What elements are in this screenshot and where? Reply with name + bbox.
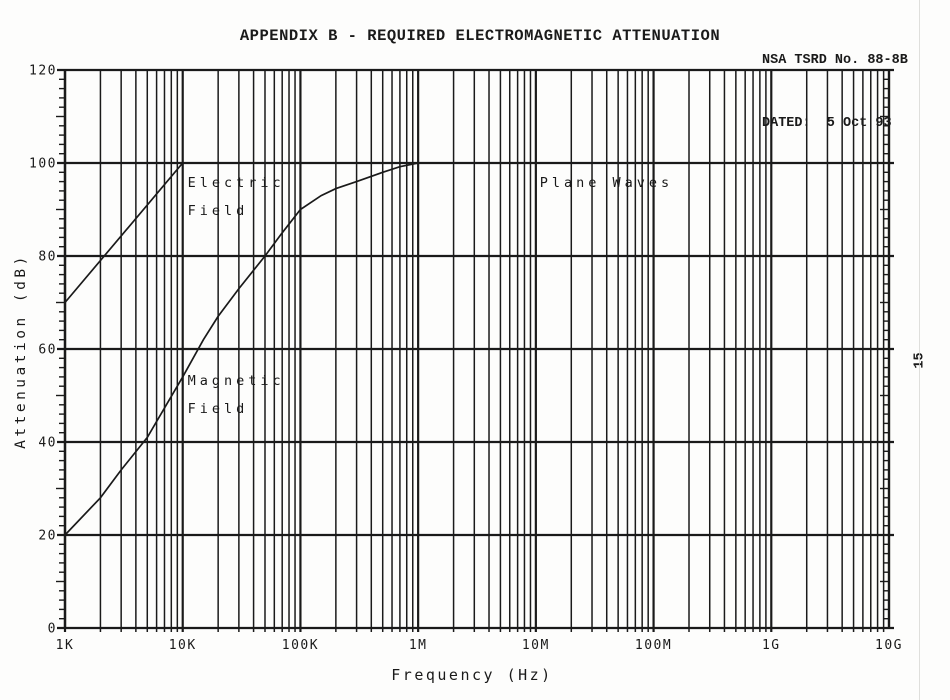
svg-text:1M: 1M xyxy=(409,638,428,653)
scan-edge-artifact xyxy=(919,0,920,700)
document-date: DATED: 5 Oct 93 xyxy=(762,116,892,131)
svg-text:0: 0 xyxy=(48,622,57,637)
svg-text:10M: 10M xyxy=(522,638,550,653)
document-reference: NSA TSRD No. 88-8B DATED: 5 Oct 93 xyxy=(762,8,908,176)
svg-text:120: 120 xyxy=(29,64,57,79)
x-minor-gridlines xyxy=(99,70,885,632)
y-minor-ticks xyxy=(56,78,889,620)
x-tick-labels: 1K 10K 100K 1M 10M 100M 1G 10G xyxy=(56,638,903,653)
svg-text:1K: 1K xyxy=(56,638,75,653)
document-reference-number: NSA TSRD No. 88-8B xyxy=(762,53,908,68)
svg-text:100M: 100M xyxy=(635,638,672,653)
svg-text:Electric: Electric xyxy=(188,175,285,191)
svg-text:20: 20 xyxy=(38,529,57,544)
y-tick-labels: 0 20 40 60 80 100 120 xyxy=(29,64,57,637)
svg-text:100: 100 xyxy=(29,157,57,172)
svg-text:Field: Field xyxy=(188,203,249,219)
curve-magnetic-field xyxy=(64,162,889,536)
magnetic-field-label: Magnetic Field xyxy=(188,373,285,417)
svg-text:100K: 100K xyxy=(282,638,319,653)
svg-text:Field: Field xyxy=(188,401,249,417)
plane-waves-label: Plane Waves xyxy=(540,175,673,191)
electric-field-label: Electric Field xyxy=(188,175,285,219)
page-title: APPENDIX B - REQUIRED ELECTROMAGNETIC AT… xyxy=(239,27,721,45)
page-number: 15 xyxy=(912,352,928,369)
svg-text:60: 60 xyxy=(38,343,57,358)
svg-text:Magnetic: Magnetic xyxy=(188,373,285,389)
svg-text:Plane Waves: Plane Waves xyxy=(540,175,673,191)
x-axis-title: Frequency (Hz) xyxy=(391,666,553,684)
svg-text:40: 40 xyxy=(38,436,57,451)
svg-text:10G: 10G xyxy=(875,638,903,653)
x-major-gridlines xyxy=(63,70,773,632)
svg-text:1G: 1G xyxy=(762,638,781,653)
svg-text:80: 80 xyxy=(38,250,57,265)
svg-text:10K: 10K xyxy=(169,638,197,653)
